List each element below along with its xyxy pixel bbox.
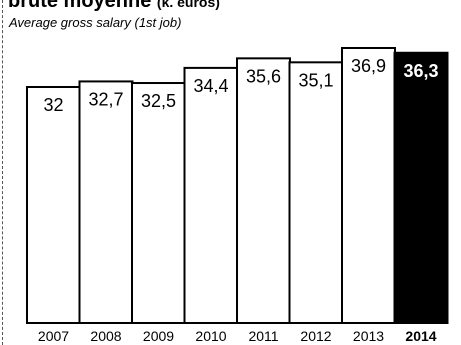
dashed-border-left [2,0,3,345]
category-label-2013: 2013 [353,328,384,344]
category-label-2011: 2011 [248,328,278,344]
value-label-2012: 35,1 [298,70,333,90]
category-label-2007: 2007 [38,328,69,344]
value-label-2014: 36,3 [403,61,438,81]
category-label-2009: 2009 [143,328,174,344]
category-label-2010: 2010 [195,328,226,344]
value-label-2008: 32,7 [88,89,123,109]
chart-subtitle: Average gross salary (1st job) [9,15,182,30]
category-label-2014: 2014 [405,328,436,344]
value-label-2007: 32 [43,95,63,115]
value-label-2011: 35,6 [246,66,281,86]
bar-2010 [183,66,239,325]
bar-2007 [26,86,81,324]
category-label-2012: 2012 [300,328,331,344]
bar-2012 [288,61,344,324]
bar-2009 [131,82,186,324]
bar-2008 [78,80,134,325]
category-label-2008: 2008 [90,328,121,344]
chart-title-text: brute moyenne [8,0,152,12]
value-label-2009: 32,5 [141,91,176,111]
value-label-2013: 36,9 [351,56,386,76]
chart-title-unit: (k. euros) [156,0,220,10]
bar-2011 [236,57,291,325]
bar-2014 [393,51,449,324]
chart-title: brute moyenne (k. euros) [8,0,220,13]
bar-2013 [341,46,396,324]
value-label-2010: 34,4 [193,76,228,96]
